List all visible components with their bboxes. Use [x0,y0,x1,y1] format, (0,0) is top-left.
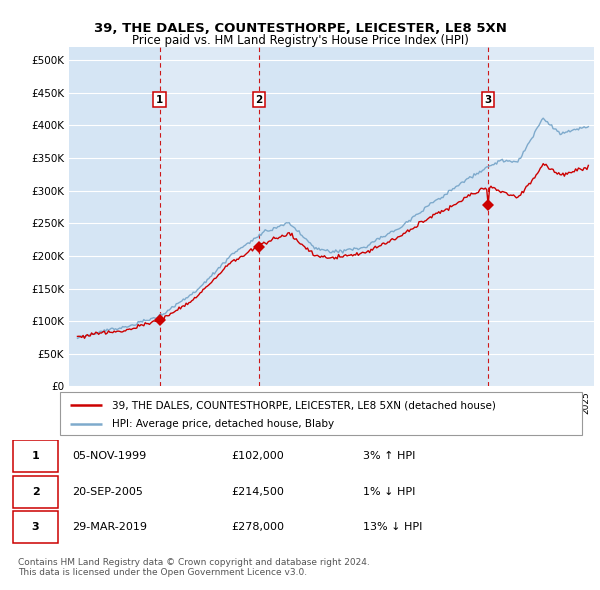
Bar [160,47,259,386]
Text: 39, THE DALES, COUNTESTHORPE, LEICESTER, LE8 5XN (detached house): 39, THE DALES, COUNTESTHORPE, LEICESTER,… [112,400,496,410]
Text: 39, THE DALES, COUNTESTHORPE, LEICESTER, LE8 5XN: 39, THE DALES, COUNTESTHORPE, LEICESTER,… [94,22,506,35]
FancyBboxPatch shape [13,476,58,507]
Text: £214,500: £214,500 [231,487,284,497]
Text: 2: 2 [256,95,263,105]
Bar [259,47,488,386]
Text: 1: 1 [156,95,163,105]
Bar [488,47,594,386]
Text: 20-SEP-2005: 20-SEP-2005 [73,487,143,497]
Bar [69,47,160,386]
FancyBboxPatch shape [13,511,58,543]
Text: 3% ↑ HPI: 3% ↑ HPI [364,451,416,461]
Text: 1: 1 [32,451,40,461]
Text: 29-MAR-2019: 29-MAR-2019 [73,522,148,532]
Text: 2: 2 [32,487,40,497]
Text: £102,000: £102,000 [231,451,284,461]
Text: HPI: Average price, detached house, Blaby: HPI: Average price, detached house, Blab… [112,419,334,429]
Text: 3: 3 [484,95,491,105]
Text: 05-NOV-1999: 05-NOV-1999 [73,451,147,461]
FancyBboxPatch shape [13,440,58,472]
Text: Price paid vs. HM Land Registry's House Price Index (HPI): Price paid vs. HM Land Registry's House … [131,34,469,47]
Text: £278,000: £278,000 [231,522,284,532]
Text: 1% ↓ HPI: 1% ↓ HPI [364,487,416,497]
Text: 3: 3 [32,522,40,532]
Text: Contains HM Land Registry data © Crown copyright and database right 2024.
This d: Contains HM Land Registry data © Crown c… [18,558,370,577]
Text: 13% ↓ HPI: 13% ↓ HPI [364,522,423,532]
